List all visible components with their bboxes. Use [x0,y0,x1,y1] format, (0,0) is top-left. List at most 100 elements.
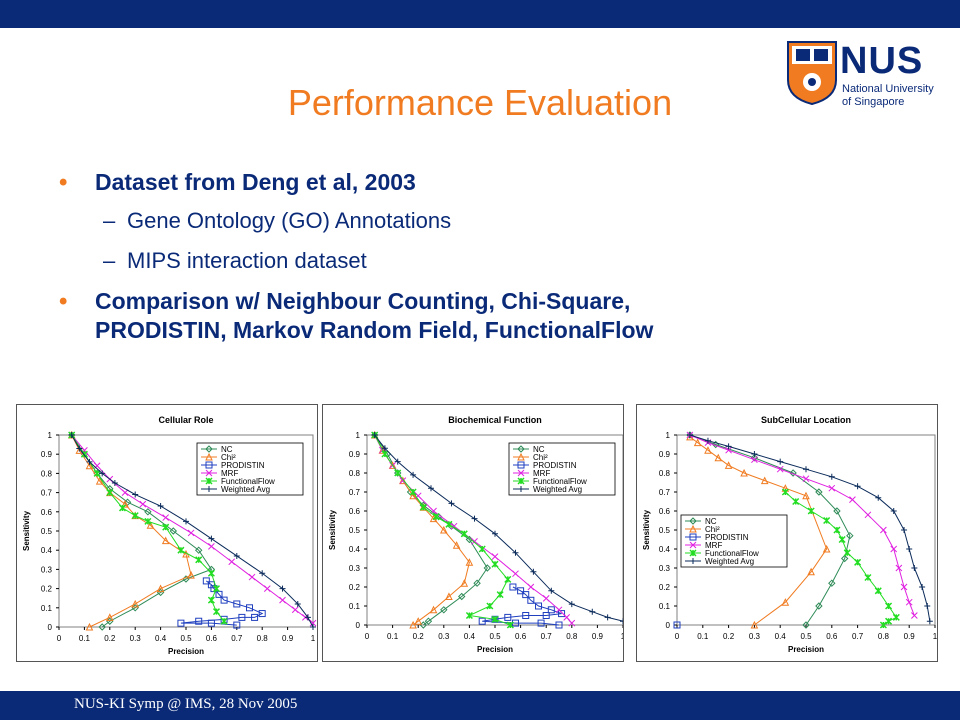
x-tick-label: 0 [675,632,680,641]
marker-plus [394,458,401,465]
marker-triangle [781,598,790,606]
marker-square [522,591,530,599]
marker-star [212,608,221,616]
x-tick-label: 0.1 [79,634,91,643]
marker-diamond [828,579,836,587]
legend: NCChi²PRODISTINMRFFunctionalFlowWeighted… [680,514,788,568]
marker-star [823,516,831,525]
marker-star [854,558,862,566]
marker-triangle [439,525,448,534]
marker-star [144,517,152,525]
legend-entry: FunctionalFlow [221,477,275,486]
marker-star [892,613,900,621]
marker-x [517,469,525,477]
marker-triangle [205,452,213,461]
marker-square [258,610,266,618]
marker-star [885,602,893,610]
marker-star [465,611,473,620]
legend-entry: PRODISTIN [705,533,749,542]
marker-x [911,612,918,619]
marker-diamond [802,621,810,629]
marker-triangle [85,622,94,631]
marker-plus [448,500,455,507]
y-tick-label: 0 [48,623,53,632]
marker-triangle [714,453,723,462]
marker-plus [690,558,696,564]
marker-x [205,469,213,477]
marker-star [419,503,427,511]
series-chi- [686,432,831,629]
marker-x [121,489,129,496]
marker-plus [704,437,711,444]
marker-triangle [187,571,195,579]
x-tick-label: 0.3 [438,632,450,641]
marker-diamond [98,623,106,631]
y-tick-label: 0.2 [41,585,53,594]
marker-diamond [440,606,448,614]
y-tick-label: 0.1 [349,602,361,611]
x-tick-label: 0.4 [775,632,787,641]
y-tick-label: 1 [48,431,53,440]
series-weighted-avg [686,432,933,625]
marker-triangle [105,488,114,497]
legend-entry: PRODISTIN [533,461,577,470]
marker-plus [751,451,758,457]
chart-title: SubCellular Location [761,415,851,425]
marker-star [879,621,887,629]
marker-triangle [750,620,759,629]
marker-triangle [740,468,748,477]
bullet-list: • Dataset from Deng et al, 2003 – Gene O… [55,168,935,355]
x-tick-label: 0.2 [723,632,735,641]
marker-plus [279,585,286,592]
footer-text: NUS-KI Symp @ IMS, 28 Nov 2005 [74,696,298,712]
y-tick-label: 0.2 [349,583,361,592]
marker-triangle [460,579,469,587]
y-tick-label: 0.7 [349,488,361,497]
y-tick-label: 0.1 [41,604,53,613]
marker-plus [259,570,266,577]
x-tick-label: 0.8 [878,632,890,641]
y-tick-label: 0.6 [41,508,53,517]
marker-star [162,523,170,531]
y-tick-label: 0.7 [41,489,53,498]
marker-plus [568,601,575,608]
marker-plus [471,515,478,522]
marker-square [542,612,550,619]
marker-plus [854,483,861,490]
legend-entry: Chi² [221,453,236,462]
y-tick-label: 0.6 [349,507,361,516]
subbullet-mips-text: MIPS interaction dataset [127,248,367,273]
marker-square [202,577,210,585]
marker-square [220,596,228,604]
marker-star [486,602,494,610]
x-tick-label: 0.3 [749,632,761,641]
slide-title: Performance Evaluation [287,82,673,123]
chart-subcellular-location-svg: SubCellular Location 0 0.1 0.2 0.3 0.4 0.5 0.6 0… [642,415,937,654]
marker-plus [512,549,519,556]
y-axis-label: Sensitivity [328,509,337,550]
marker-plus [410,471,417,478]
marker-x [880,526,887,534]
marker-star [432,513,440,521]
marker-square [527,596,535,604]
marker-diamond [458,592,466,601]
marker-x [93,462,101,470]
marker-diamond [205,445,213,453]
marker-x [279,596,286,604]
marker-triangle [802,491,810,500]
x-tick-label: 0.9 [282,634,294,643]
marker-star [195,556,203,564]
marker-plus [304,614,311,621]
marker-plus [901,527,908,533]
marker-plus [76,445,83,452]
x-tick-label: 1 [621,632,623,641]
marker-star [106,489,114,497]
x-tick-label: 0.1 [697,632,709,641]
top-bar [0,0,960,28]
marker-x [895,564,903,572]
series-line [71,434,192,628]
marker-star [864,573,872,582]
y-tick-label: 0.3 [41,565,53,574]
y-tick-label: 0.2 [659,583,671,592]
logo-subtitle-line1: National University [842,83,934,95]
